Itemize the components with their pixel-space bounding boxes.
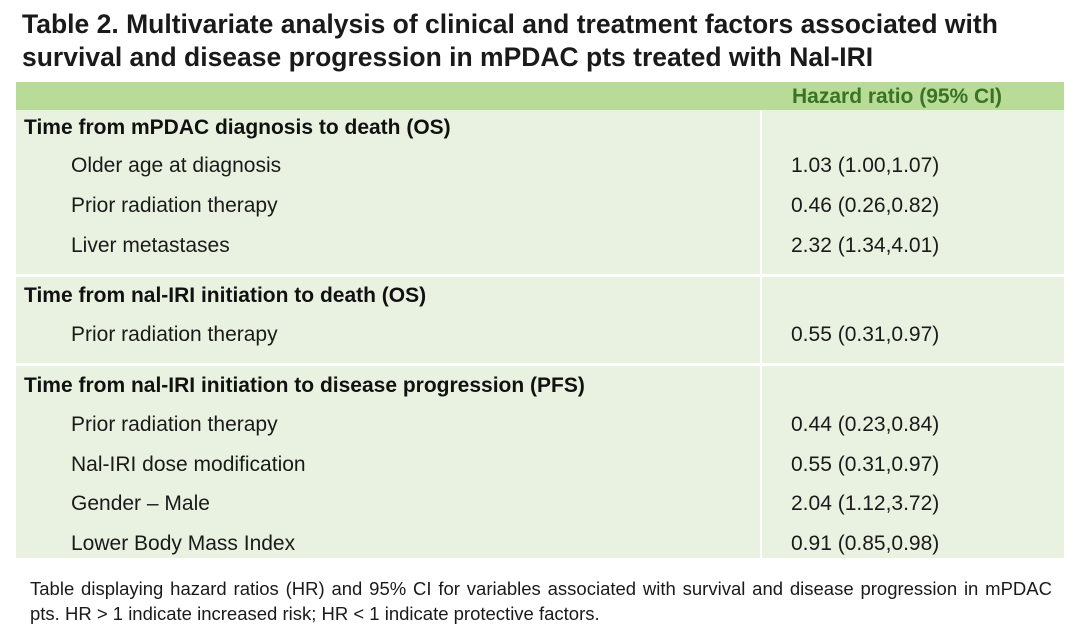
row-value: 2.32 (1.34,4.01) bbox=[791, 234, 940, 257]
row-label: Prior radiation therapy bbox=[71, 194, 278, 217]
section-title-os-nal-iri: Time from nal-IRI initiation to death (O… bbox=[24, 284, 427, 307]
table-caption: Table displaying hazard ratios (HR) and … bbox=[30, 578, 1052, 624]
column-divider bbox=[760, 110, 762, 558]
header-hazard-ratio: Hazard ratio (95% CI) bbox=[792, 85, 1003, 108]
row-value: 1.03 (1.00,1.07) bbox=[791, 154, 940, 177]
table-title: Table 2. Multivariate analysis of clinic… bbox=[22, 9, 998, 72]
section-divider-2 bbox=[16, 363, 1064, 366]
row-value: 0.44 (0.23,0.84) bbox=[791, 413, 940, 436]
row-label: Lower Body Mass Index bbox=[71, 532, 296, 555]
hazard-ratio-table: Hazard ratio (95% CI) Time from mPDAC di… bbox=[16, 82, 1064, 558]
row-value: 0.55 (0.31,0.97) bbox=[791, 453, 940, 476]
row-label: Gender – Male bbox=[71, 492, 210, 515]
row-label: Prior radiation therapy bbox=[71, 413, 278, 436]
row-value: 0.55 (0.31,0.97) bbox=[791, 323, 940, 346]
row-value: 2.04 (1.12,3.72) bbox=[791, 492, 940, 515]
row-label: Prior radiation therapy bbox=[71, 323, 278, 346]
row-label: Liver metastases bbox=[71, 234, 230, 257]
row-value: 0.46 (0.26,0.82) bbox=[791, 194, 940, 217]
row-value: 0.91 (0.85,0.98) bbox=[791, 532, 940, 555]
row-label: Nal-IRI dose modification bbox=[71, 453, 306, 476]
section-title-os-diagnosis: Time from mPDAC diagnosis to death (OS) bbox=[24, 116, 451, 139]
row-label: Older age at diagnosis bbox=[71, 154, 282, 177]
section-divider-1 bbox=[16, 274, 1064, 277]
section-title-pfs: Time from nal-IRI initiation to disease … bbox=[24, 374, 585, 397]
table-header-row: Hazard ratio (95% CI) bbox=[16, 82, 1064, 110]
